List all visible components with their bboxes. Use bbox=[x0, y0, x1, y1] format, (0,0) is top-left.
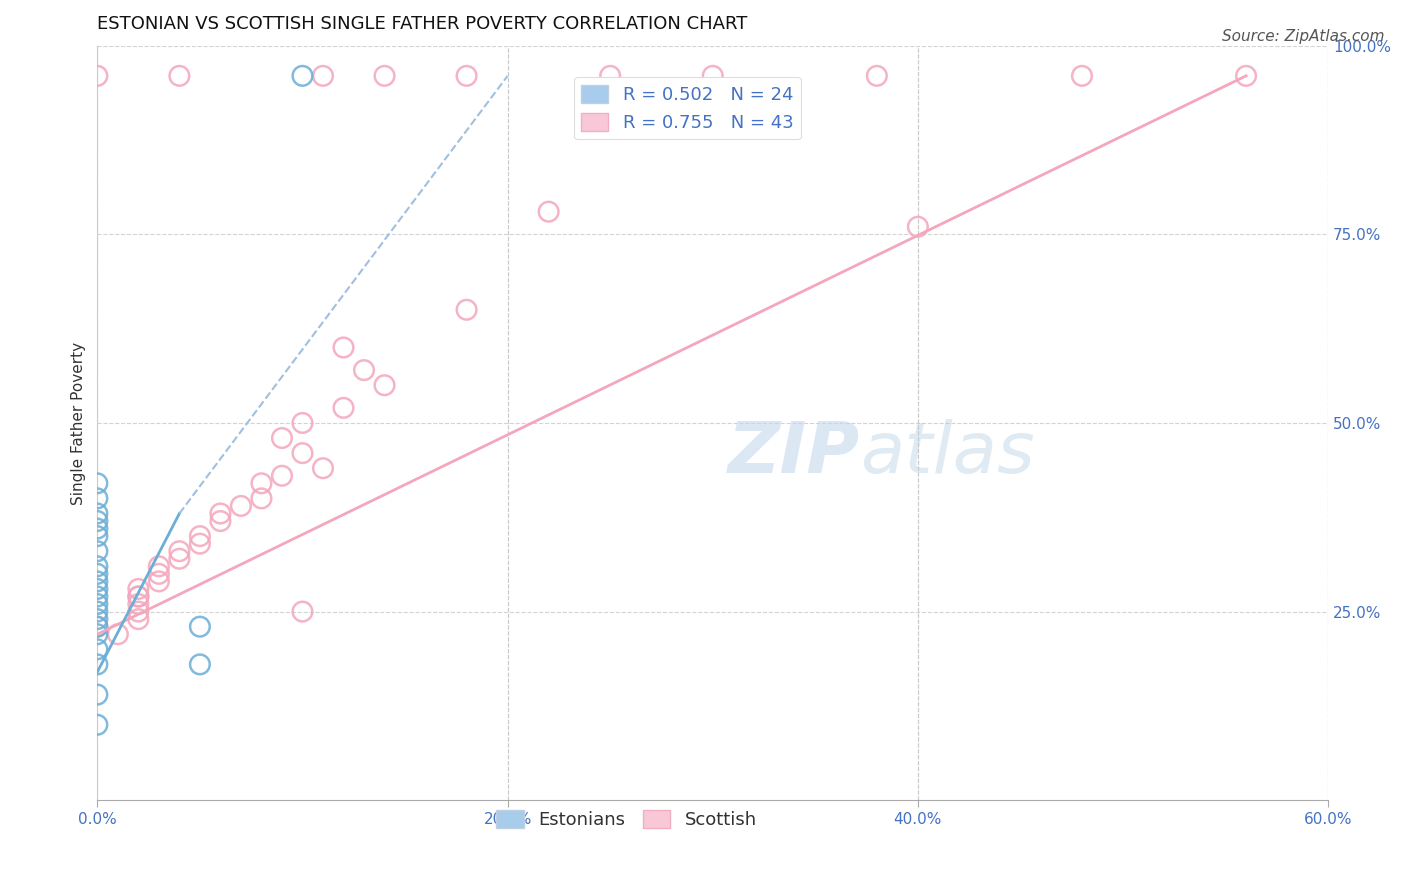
Point bbox=[312, 69, 335, 83]
Point bbox=[86, 620, 108, 634]
Point bbox=[86, 69, 108, 83]
Point bbox=[86, 574, 108, 589]
Point bbox=[332, 401, 354, 415]
Point bbox=[86, 522, 108, 536]
Point bbox=[373, 69, 395, 83]
Point bbox=[456, 69, 478, 83]
Legend: Estonians, Scottish: Estonians, Scottish bbox=[489, 803, 763, 837]
Point bbox=[291, 446, 314, 460]
Point bbox=[86, 559, 108, 574]
Point bbox=[86, 627, 108, 641]
Point bbox=[188, 536, 211, 550]
Point bbox=[169, 544, 191, 558]
Point bbox=[188, 529, 211, 543]
Point bbox=[1234, 69, 1257, 83]
Point bbox=[1071, 69, 1094, 83]
Text: ZIP: ZIP bbox=[728, 418, 860, 488]
Point bbox=[86, 476, 108, 491]
Point bbox=[148, 566, 170, 581]
Point bbox=[127, 612, 149, 626]
Point bbox=[127, 590, 149, 604]
Point bbox=[127, 605, 149, 619]
Point bbox=[537, 204, 560, 219]
Point bbox=[127, 582, 149, 596]
Point bbox=[86, 590, 108, 604]
Point bbox=[456, 302, 478, 317]
Point bbox=[702, 69, 724, 83]
Point bbox=[86, 605, 108, 619]
Point bbox=[291, 69, 314, 83]
Text: ESTONIAN VS SCOTTISH SINGLE FATHER POVERTY CORRELATION CHART: ESTONIAN VS SCOTTISH SINGLE FATHER POVER… bbox=[97, 15, 748, 33]
Point bbox=[86, 620, 108, 634]
Point bbox=[86, 657, 108, 672]
Point bbox=[86, 642, 108, 657]
Y-axis label: Single Father Poverty: Single Father Poverty bbox=[72, 342, 86, 505]
Point bbox=[127, 597, 149, 611]
Point bbox=[209, 514, 232, 528]
Point bbox=[353, 363, 375, 377]
Point bbox=[86, 582, 108, 596]
Text: Source: ZipAtlas.com: Source: ZipAtlas.com bbox=[1222, 29, 1385, 44]
Point bbox=[291, 416, 314, 430]
Point bbox=[86, 688, 108, 702]
Point bbox=[866, 69, 889, 83]
Point bbox=[599, 69, 621, 83]
Point bbox=[188, 620, 211, 634]
Point bbox=[86, 597, 108, 611]
Point bbox=[907, 219, 929, 234]
Point bbox=[148, 559, 170, 574]
Point bbox=[332, 341, 354, 355]
Point bbox=[127, 590, 149, 604]
Point bbox=[86, 529, 108, 543]
Point bbox=[148, 574, 170, 589]
Point bbox=[86, 507, 108, 521]
Point bbox=[188, 657, 211, 672]
Point bbox=[373, 378, 395, 392]
Text: atlas: atlas bbox=[860, 418, 1035, 488]
Point bbox=[86, 612, 108, 626]
Point bbox=[209, 507, 232, 521]
Point bbox=[86, 566, 108, 581]
Point bbox=[291, 605, 314, 619]
Point bbox=[169, 69, 191, 83]
Point bbox=[86, 514, 108, 528]
Point bbox=[271, 431, 294, 445]
Point bbox=[169, 551, 191, 566]
Point bbox=[250, 476, 273, 491]
Point bbox=[229, 499, 252, 513]
Point bbox=[86, 718, 108, 732]
Point bbox=[86, 491, 108, 506]
Point bbox=[312, 461, 335, 475]
Point bbox=[271, 468, 294, 483]
Point bbox=[107, 627, 129, 641]
Point bbox=[250, 491, 273, 506]
Point bbox=[86, 544, 108, 558]
